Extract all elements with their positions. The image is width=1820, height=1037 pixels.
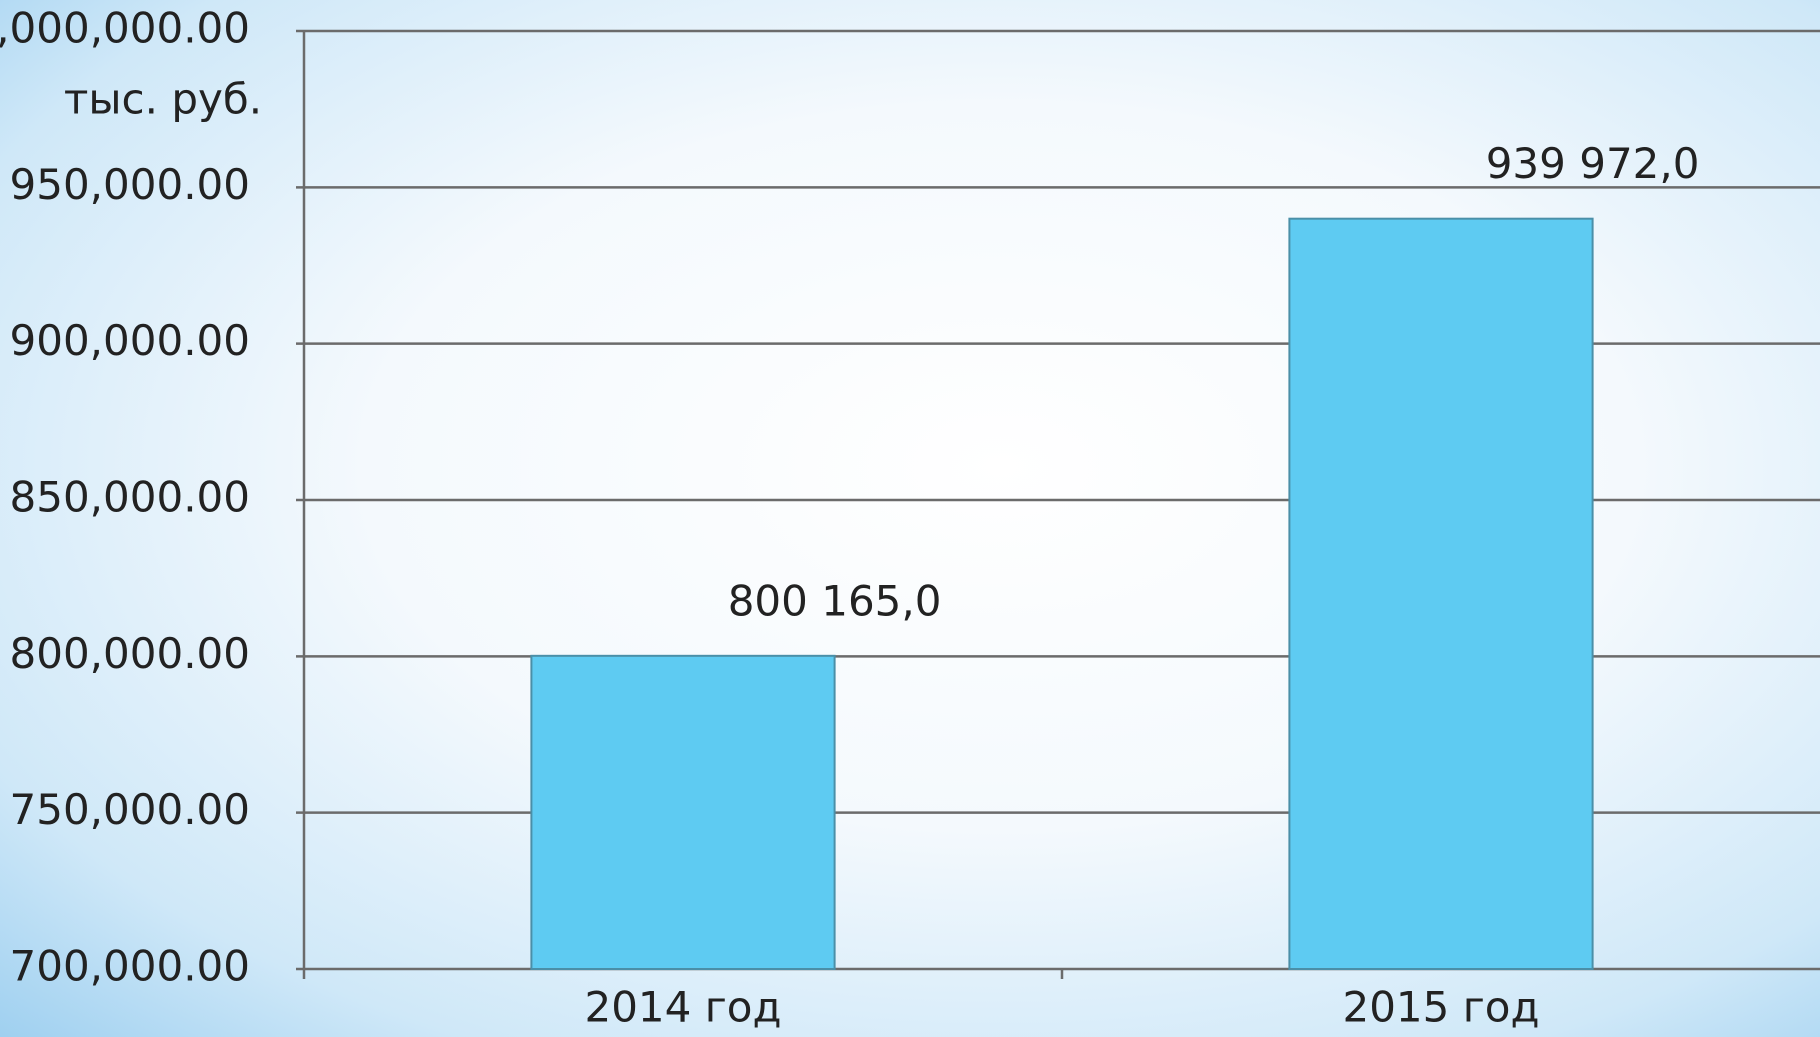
y-tick-label: 900,000.00 [10, 316, 250, 365]
value-label: 800 165,0 [728, 576, 942, 625]
value-label: 939 972,0 [1486, 139, 1700, 188]
x-tick-label: 2014 год [584, 983, 781, 1032]
y-axis-label: тыс. руб. [64, 75, 262, 124]
y-tick-label: 850,000.00 [10, 473, 250, 522]
y-tick-label: 950,000.00 [10, 160, 250, 209]
x-tick-label: 2015 год [1342, 983, 1539, 1032]
y-tick-label: 700,000.00 [10, 942, 250, 991]
bar [530, 654, 836, 970]
bar [1288, 217, 1594, 970]
y-tick-label: 750,000.00 [10, 785, 250, 834]
y-tick-label: 1,000,000.00 [0, 4, 250, 53]
y-tick-label: 800,000.00 [10, 629, 250, 678]
